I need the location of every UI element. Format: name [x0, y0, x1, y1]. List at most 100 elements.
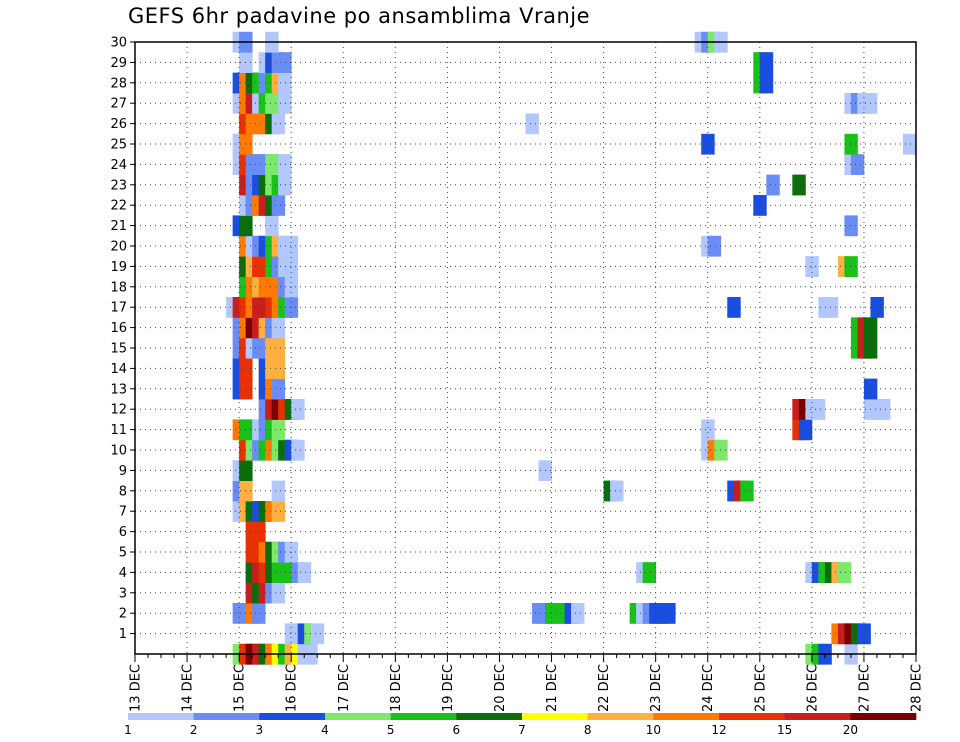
x-tick-label: 21 DEC [545, 664, 560, 712]
x-tick-label: 23 DEC [649, 664, 664, 712]
y-tick-label: 28 [110, 76, 127, 91]
heatmap-cell [284, 235, 299, 257]
heatmap-cell [740, 480, 754, 502]
heatmap-cell [792, 174, 806, 196]
y-tick-label: 17 [110, 301, 127, 316]
heatmap-cell [271, 501, 286, 522]
colorbar-label: 3 [256, 723, 264, 737]
y-tick-label: 10 [110, 444, 127, 459]
colorbar-swatch [784, 713, 851, 720]
x-tick-label: 27 DEC [857, 664, 872, 712]
heatmap-cell [571, 603, 585, 624]
heatmap-cell [850, 154, 865, 175]
colorbar-label: 20 [843, 723, 858, 737]
y-tick-label: 19 [110, 260, 127, 275]
heatmap-cell [824, 297, 839, 318]
colorbar-label: 15 [777, 723, 792, 737]
y-tick-label: 12 [110, 403, 127, 418]
y-tick-label: 4 [119, 566, 127, 581]
colorbar-label: 6 [453, 723, 461, 737]
heatmap-cell [271, 358, 286, 379]
heatmap-cell [278, 93, 292, 114]
y-tick-label: 2 [119, 607, 127, 622]
y-tick-label: 20 [110, 240, 127, 255]
x-tick-label: 20 DEC [493, 664, 508, 712]
y-tick-label: 13 [110, 382, 127, 397]
heatmap-cell [844, 133, 858, 155]
x-tick-label: 15 DEC [233, 664, 248, 712]
heatmap-cell [297, 562, 312, 583]
y-tick-label: 14 [110, 362, 127, 377]
heatmap-cell [271, 113, 286, 135]
y-tick-label: 21 [110, 219, 127, 234]
colorbar-swatch [587, 713, 654, 720]
heatmap-cell [271, 378, 286, 400]
y-axis: 1234567891011121314151617181920212223242… [110, 36, 135, 642]
x-tick-label: 28 DEC [910, 664, 925, 712]
colorbar-label: 5 [387, 723, 395, 737]
x-tick-label: 22 DEC [597, 664, 612, 712]
y-tick-label: 8 [119, 484, 127, 499]
heatmap-cell [857, 623, 871, 645]
heatmap-cell [284, 256, 299, 277]
heatmap-cell [707, 235, 722, 257]
y-tick-label: 7 [119, 505, 127, 520]
heatmap-cell [232, 603, 247, 624]
heatmap-cell [525, 113, 539, 135]
y-tick-label: 30 [110, 36, 127, 51]
x-tick-label: 17 DEC [337, 664, 352, 712]
colorbar-swatch [193, 713, 260, 720]
y-tick-label: 23 [110, 178, 127, 193]
y-tick-label: 27 [110, 97, 127, 112]
heatmap-cell [278, 174, 292, 196]
colorbar-swatch [522, 713, 588, 720]
colorbar-label: 1 [124, 723, 132, 737]
heatmap-cell [759, 72, 774, 94]
colorbar-swatch [653, 713, 720, 720]
heatmap-cell [701, 133, 715, 155]
y-tick-label: 25 [110, 138, 127, 153]
chart-title: GEFS 6hr padavine po ansamblima Vranje [128, 4, 591, 28]
colorbar-swatch [128, 713, 194, 720]
heatmap-cell [662, 603, 676, 624]
x-tick-label: 14 DEC [181, 664, 196, 712]
heatmap-cell [271, 480, 286, 502]
heatmap-cell [876, 399, 891, 420]
heatmap-cell [271, 195, 286, 216]
heatmap-cell [271, 419, 286, 441]
y-tick-label: 11 [110, 423, 127, 438]
heatmap-cell [811, 399, 826, 420]
heatmap-cell [271, 337, 286, 359]
heatmap-cell [252, 337, 266, 359]
colorbar-swatch [719, 713, 785, 720]
heatmap-cell [271, 582, 286, 604]
heatmap-cell [271, 317, 286, 339]
y-tick-label: 24 [110, 158, 127, 173]
heatmap-cell [310, 623, 325, 645]
x-axis: 13 DEC 14 DEC 15 DEC 16 DEC 17 DEC 18 DEC 19 D… [129, 654, 925, 712]
colorbar-swatch [390, 713, 457, 720]
heatmap-cell [291, 399, 305, 420]
heatmap-cell [902, 133, 917, 155]
y-tick-label: 29 [110, 56, 127, 71]
heatmap-cell [291, 439, 305, 461]
colorbar-label: 7 [518, 723, 526, 737]
y-tick-label: 5 [119, 546, 127, 561]
y-tick-label: 18 [110, 280, 127, 295]
heatmap-cell [642, 562, 657, 583]
x-tick-label: 13 DEC [129, 664, 144, 712]
colorbar-label: 4 [321, 723, 329, 737]
heatmap-cell [284, 623, 299, 645]
y-tick-label: 3 [119, 586, 127, 601]
y-tick-label: 1 [119, 627, 127, 642]
x-tick-label: 18 DEC [389, 664, 404, 712]
heatmap-cell [759, 52, 774, 73]
x-tick-label: 24 DEC [701, 664, 716, 712]
colorbar-swatch [259, 713, 326, 720]
heatmap-cell [278, 52, 292, 73]
colorbar: 1 2 3 4 5 6 7 8 10 12 15 20 [124, 713, 917, 737]
colorbar-label: 12 [711, 723, 726, 737]
heatmap-cell [844, 215, 858, 237]
colorbar-label: 8 [584, 723, 592, 737]
